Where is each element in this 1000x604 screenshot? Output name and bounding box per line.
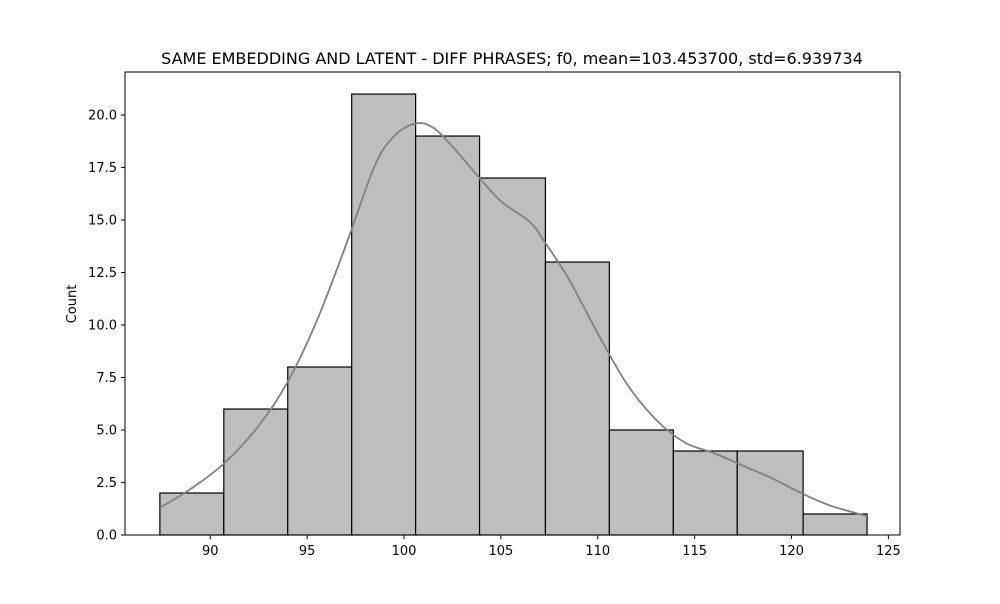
x-tick-label: 90 [202,544,219,559]
x-tick-label: 95 [299,544,316,559]
histogram-bar-1 [223,408,289,536]
y-tick-label: 0.0 [96,529,117,544]
x-ticks: 90 95 100 105 110 115 120 125 [202,535,901,559]
x-tick-label: 125 [876,544,901,559]
histogram-bar-10 [802,513,868,536]
y-axis-label: Count [65,285,80,324]
bars-layer [159,93,868,536]
histogram-bar-6 [544,261,610,536]
histogram-bar-0 [159,492,225,536]
y-tick-label: 2.5 [96,476,117,491]
y-tick-label: 17.5 [88,161,117,176]
y-tick-label: 7.5 [96,371,117,386]
x-tick-label: 120 [779,544,804,559]
histogram-bar-3 [351,93,417,536]
histogram-bar-9 [736,450,804,536]
histogram-bar-8 [672,450,738,536]
x-tick-label: 110 [585,544,610,559]
y-tick-label: 12.5 [88,266,117,281]
x-tick-label: 105 [488,544,513,559]
x-tick-label: 115 [682,544,707,559]
chart-title: SAME EMBEDDING AND LATENT - DIFF PHRASES… [161,49,863,68]
y-tick-label: 15.0 [88,214,117,229]
histogram-bar-2 [287,366,353,536]
y-tick-label: 5.0 [96,424,117,439]
histogram-bar-5 [478,177,547,536]
histogram-bar-7 [608,429,674,536]
y-tick-label: 20.0 [88,109,117,124]
y-ticks: 0.0 2.5 5.0 7.5 10.0 12.5 15.0 17.5 20.0 [88,109,125,544]
kde-layer [159,122,868,517]
plot-frame [124,71,901,536]
histogram-bar-4 [415,135,481,536]
x-tick-label: 100 [392,544,417,559]
kde-curve [159,122,868,517]
y-tick-label: 10.0 [88,319,117,334]
